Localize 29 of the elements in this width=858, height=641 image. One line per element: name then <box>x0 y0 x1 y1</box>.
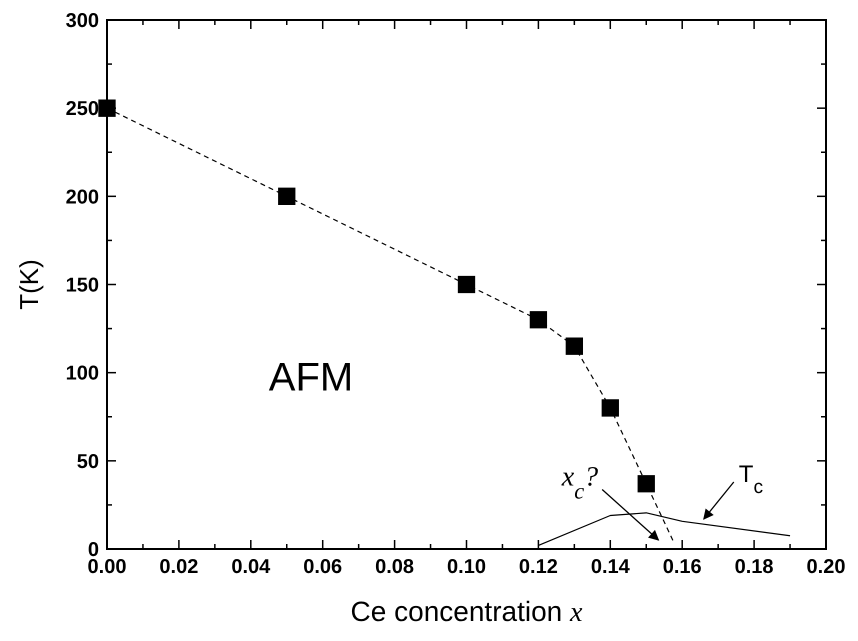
x-axis-title: Ce concentration x <box>350 596 584 628</box>
y-tick-label: 200 <box>66 186 99 208</box>
x-tick-label: 0.18 <box>734 556 774 578</box>
x-tick-label: 0.06 <box>303 556 342 578</box>
point <box>566 338 584 355</box>
annotation: AFM <box>268 355 354 400</box>
x-tick-label: 0.12 <box>518 556 558 578</box>
x-tick-label: 0.00 <box>88 556 126 578</box>
point <box>98 100 116 117</box>
y-axis-title: T(K) <box>14 259 44 310</box>
y-tick-label: 300 <box>66 10 99 32</box>
y-tick-label: 100 <box>66 362 99 385</box>
x-tick-label: 0.16 <box>662 556 702 578</box>
point <box>458 276 476 294</box>
x-tick-label: 0.10 <box>447 556 486 578</box>
x-tick-label: 0.02 <box>159 556 198 578</box>
x-tick-label: 0.14 <box>590 556 631 578</box>
point <box>530 311 548 328</box>
annotation: T$_{c}$ <box>738 461 764 498</box>
annotation: x$_{c}$? <box>560 462 598 504</box>
y-tick-label: 50 <box>76 450 99 473</box>
y-tick-label: 150 <box>66 274 99 296</box>
x-tick-label: 0.20 <box>806 556 846 578</box>
y-tick-label: 250 <box>66 98 99 120</box>
point <box>602 399 619 417</box>
x-tick-label: 0.08 <box>375 556 414 578</box>
x-tick-label: 0.04 <box>231 556 272 578</box>
point <box>638 475 655 492</box>
point <box>278 188 296 205</box>
